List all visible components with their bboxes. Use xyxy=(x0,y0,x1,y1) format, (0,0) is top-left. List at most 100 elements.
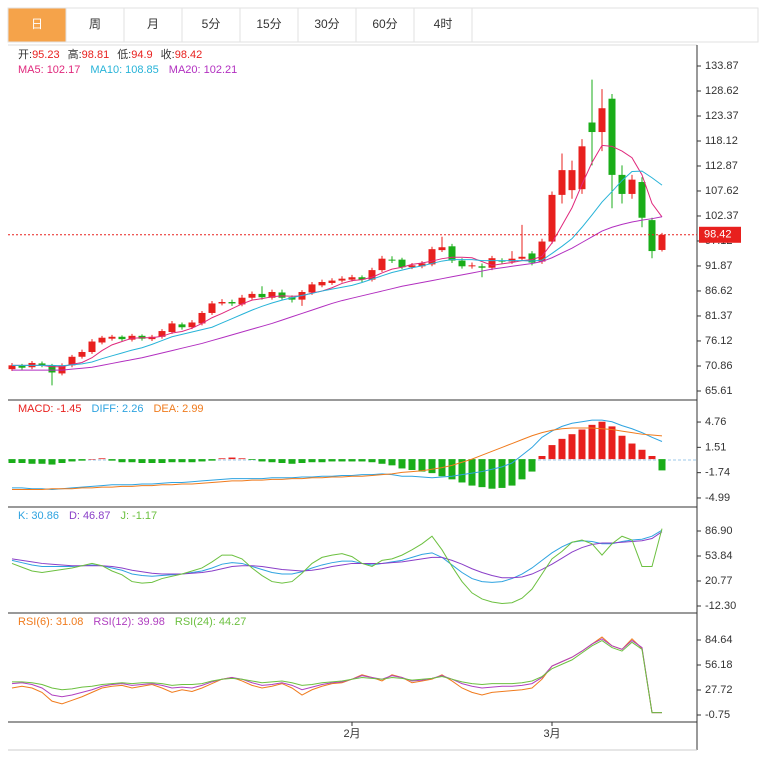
legend-name: DIFF: xyxy=(92,403,120,415)
legend: K: 30.86 D: 46.87 J: -1.17 xyxy=(18,510,157,522)
candle-body xyxy=(208,303,216,313)
macd-bar xyxy=(298,459,306,464)
tab[interactable] xyxy=(65,7,125,43)
tab[interactable] xyxy=(181,7,241,43)
candle-body xyxy=(398,259,406,268)
legend-value: 2.26 xyxy=(122,403,143,415)
candle-body xyxy=(548,194,556,242)
macd-bar xyxy=(488,459,496,489)
candle-body xyxy=(258,293,266,298)
candle-body xyxy=(58,365,66,374)
macd-bar xyxy=(518,459,526,480)
macd-bar xyxy=(548,445,556,460)
candle-body xyxy=(638,182,646,218)
tab[interactable] xyxy=(355,7,415,43)
legend-value: 44.27 xyxy=(219,616,247,628)
macd-bar xyxy=(108,459,116,461)
legend-value: 30.86 xyxy=(31,510,59,522)
macd-bar xyxy=(128,459,136,463)
tab[interactable] xyxy=(297,7,357,43)
candle-body xyxy=(268,292,276,298)
macd-bar xyxy=(498,459,506,488)
candle-body xyxy=(658,234,666,250)
macd-bar xyxy=(178,459,186,463)
candle-body xyxy=(238,297,246,305)
macd-bar xyxy=(138,459,146,464)
tab[interactable] xyxy=(413,7,473,43)
legend-value: -1.17 xyxy=(132,510,157,522)
tab-label[interactable]: 15分 xyxy=(256,17,281,31)
indicator-line xyxy=(12,170,663,367)
indicator-line xyxy=(12,216,663,371)
candle-body xyxy=(478,266,486,268)
macd-bar xyxy=(508,459,516,486)
candle-body xyxy=(178,324,186,328)
macd-bar xyxy=(58,459,66,464)
readout-label: 开: xyxy=(18,49,32,61)
candle-body xyxy=(578,146,586,190)
candle-body xyxy=(428,249,436,265)
candle-body xyxy=(278,292,286,298)
tab-label[interactable]: 4时 xyxy=(434,17,453,31)
indicator-line xyxy=(11,529,663,583)
legend: MA5: 102.17 MA10: 108.85 MA20: 102.21 xyxy=(18,64,237,76)
legend-value: 102.21 xyxy=(204,64,238,76)
macd-bar xyxy=(258,459,266,462)
candle-body xyxy=(228,302,236,304)
tab-label[interactable]: 周 xyxy=(89,17,101,31)
candle-body xyxy=(378,258,386,271)
tabs: 日 周 月 5分 15分 30分 60分 4时 xyxy=(7,7,473,43)
macd-bar xyxy=(188,459,196,463)
macd-bar xyxy=(288,459,296,464)
candle-body xyxy=(368,270,376,280)
macd-bar xyxy=(638,449,646,460)
tab[interactable] xyxy=(239,7,299,43)
indicator-line xyxy=(11,531,663,579)
candle-body xyxy=(348,277,356,280)
candle-body xyxy=(458,260,466,267)
legend-name: MA5: xyxy=(18,64,44,76)
tab[interactable] xyxy=(7,7,67,43)
candle-body xyxy=(588,122,596,133)
candle-body xyxy=(338,278,346,281)
macd-bar xyxy=(588,424,596,460)
legend-value: 2.99 xyxy=(182,403,203,415)
y-tick-label: 4.76 xyxy=(705,416,726,428)
macd-bar xyxy=(268,459,276,463)
y-tick-label: 76.12 xyxy=(705,335,733,347)
legend-name: K: xyxy=(18,510,28,522)
candle-body xyxy=(388,259,396,261)
macd-bar xyxy=(658,459,666,471)
macd-bar xyxy=(308,459,316,463)
candle-body xyxy=(68,356,76,366)
macd-bar xyxy=(448,459,456,480)
y-tick-label: 107.62 xyxy=(705,185,739,197)
macd-bar xyxy=(358,459,366,462)
macd-bar xyxy=(338,459,346,462)
y-tick-label: 102.37 xyxy=(705,210,739,222)
candle-body xyxy=(648,220,656,252)
tab-label[interactable]: 月 xyxy=(147,17,159,31)
macd-bar xyxy=(18,459,26,464)
candle-body xyxy=(598,108,606,133)
tab-label[interactable]: 5分 xyxy=(202,17,221,31)
macd-bar xyxy=(578,429,586,460)
tab-label[interactable]: 60分 xyxy=(372,17,397,31)
tab-label[interactable]: 日 xyxy=(31,17,43,31)
macd-bar xyxy=(218,458,226,460)
macd-bar xyxy=(398,459,406,469)
y-tick-label: 1.51 xyxy=(705,441,726,453)
candle-body xyxy=(288,297,296,300)
legend-name: J: xyxy=(120,510,129,522)
candle-body xyxy=(18,365,26,368)
candle-body xyxy=(118,336,126,340)
macd-bar xyxy=(348,459,356,462)
legend-name: MA20: xyxy=(169,64,201,76)
x-tick-label: 2月 xyxy=(343,728,360,740)
candle-body xyxy=(618,174,626,194)
candle-body xyxy=(608,98,616,175)
candle-body xyxy=(328,280,336,283)
tab-label[interactable]: 30分 xyxy=(314,17,339,31)
y-tick-label: 86.90 xyxy=(705,525,733,537)
macd-bar xyxy=(468,459,476,486)
